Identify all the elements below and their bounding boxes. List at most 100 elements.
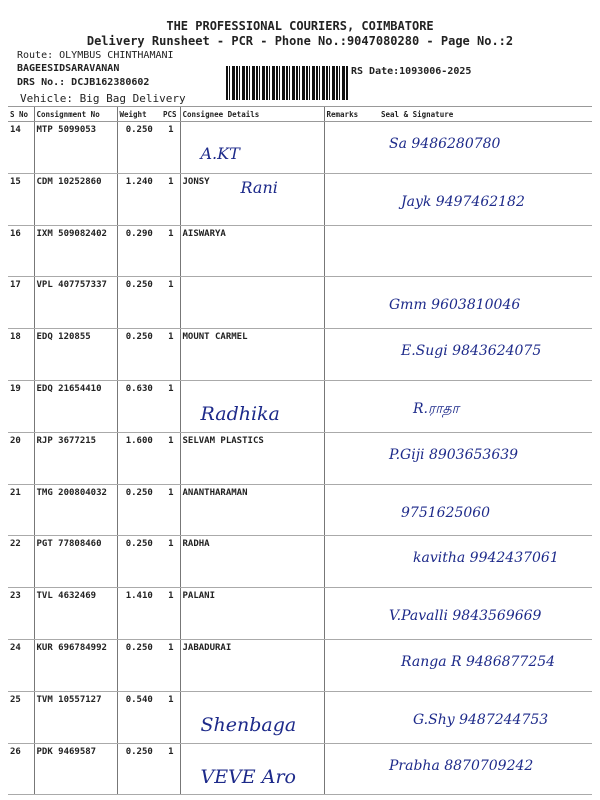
consignment-no: EDQ 120855	[33, 328, 117, 381]
handwritten-signature: 9751625060	[401, 504, 491, 521]
table-header: S No Consignment No Weight PCS Consignee…	[8, 106, 592, 122]
consignment-no: IXM 509082402	[33, 225, 117, 278]
table-row: 19 EDQ 21654410 0.630 1 Radhika R.ராதா	[8, 380, 592, 433]
sno: 24	[8, 639, 34, 692]
weight: 1.410	[116, 587, 161, 640]
executive: BAGEESIDSARAVANAN	[17, 63, 120, 74]
weight: 0.250	[116, 535, 161, 589]
consignee-name: ANANTHARAMAN	[182, 487, 248, 498]
sno: 22	[8, 535, 34, 589]
drs-number: DRS No.: DCJB162380602	[17, 77, 150, 88]
consignment-no: CDM 10252860	[33, 173, 117, 226]
handwritten-name: Rani	[240, 177, 278, 197]
barcode	[226, 66, 348, 100]
pcs: 1	[161, 328, 180, 381]
consignment-no: VPL 407757337	[33, 276, 117, 330]
consignee-name: JONSY	[182, 176, 210, 187]
sno: 15	[8, 173, 34, 226]
table-row: 15 CDM 10252860 1.240 1 JONSY Rani Jayk 9…	[8, 173, 592, 226]
pcs: 1	[161, 173, 180, 226]
handwritten-signature: V.Pavalli 9843569669	[389, 608, 542, 625]
weight: 0.250	[116, 743, 161, 796]
pcs: 1	[161, 380, 180, 433]
weight: 0.250	[116, 484, 161, 537]
consignee: ANANTHARAMAN	[179, 484, 324, 537]
table-row: 16 IXM 509082402 0.290 1 AISWARYA	[8, 225, 592, 278]
col-consignee: Consignee Details	[179, 106, 324, 122]
col-seal: Seal & Signature	[369, 106, 592, 122]
pcs: 1	[161, 432, 180, 485]
pcs: 1	[161, 535, 180, 589]
seal-signature: Jayk 9497462182	[369, 173, 592, 226]
consignee: MOUNT CARMEL	[179, 328, 324, 381]
handwritten-signature: P.Giji 8903653639	[389, 446, 519, 463]
consignee-name: PALANI	[182, 591, 216, 602]
handwritten-signature: E.Sugi 9843624075	[401, 343, 542, 360]
col-weight: Weight	[116, 106, 161, 122]
remarks	[323, 432, 369, 485]
route: Route: OLYMBUS CHINTHAMANI	[17, 50, 174, 61]
handwritten-name: Radhika	[200, 402, 280, 425]
table-row: 18 EDQ 120855 0.250 1 MOUNT CARMEL E.Sug…	[8, 328, 592, 381]
weight: 1.240	[116, 173, 161, 226]
consignee: PALANI	[179, 587, 324, 640]
seal-signature: Ranga R 9486877254	[369, 639, 592, 692]
consignment-no: EDQ 21654410	[33, 380, 117, 433]
seal-signature: Gmm 9603810046	[369, 276, 592, 330]
runsheet-table: S No Consignment No Weight PCS Consignee…	[8, 106, 592, 796]
col-sno: S No	[8, 106, 34, 122]
weight: 0.290	[116, 225, 161, 278]
handwritten-signature: R.ராதா	[413, 400, 459, 417]
consignee: AISWARYA	[179, 225, 324, 278]
table-row: 20 RJP 3677215 1.600 1 SELVAM PLASTICS P…	[8, 432, 592, 485]
consignee: Shenbaga	[179, 691, 324, 744]
weight: 0.250	[116, 328, 161, 381]
sno: 26	[8, 743, 34, 796]
consignment-no: TVL 4632469	[33, 587, 117, 640]
handwritten-name: Shenbaga	[200, 713, 297, 736]
table-row: 26 PDK 9469587 0.250 1 VEVE Aro Prabha 8…	[8, 743, 592, 796]
consignment-no: TMG 200804032	[33, 484, 117, 537]
table-row: 23 TVL 4632469 1.410 1 PALANI V.Pavalli …	[8, 587, 592, 640]
weight: 0.250	[116, 276, 161, 330]
seal-signature: Prabha 8870709242	[369, 743, 592, 796]
consignment-no: MTP 5099053	[33, 121, 117, 174]
table-row: 22 PGT 77808460 0.250 1 RADHA kavitha 99…	[8, 535, 592, 589]
consignment-no: KUR 696784992	[33, 639, 117, 692]
seal-signature	[369, 225, 592, 278]
sno: 25	[8, 691, 34, 744]
table-row: 25 TVM 10557127 0.540 1 Shenbaga G.Shy 9…	[8, 691, 592, 744]
consignee-name: MOUNT CARMEL	[182, 332, 248, 343]
handwritten-signature: Gmm 9603810046	[389, 297, 521, 314]
remarks	[323, 484, 369, 537]
table-row: 14 MTP 5099053 0.250 1 A.KT Sa 948628078…	[8, 121, 592, 174]
handwritten-signature: Sa 9486280780	[389, 136, 501, 152]
pcs: 1	[161, 639, 180, 692]
weight: 0.250	[116, 121, 161, 174]
consignee: A.KT	[179, 121, 324, 174]
seal-signature: P.Giji 8903653639	[369, 432, 592, 485]
remarks	[323, 587, 369, 640]
remarks	[323, 535, 369, 589]
remarks	[323, 328, 369, 381]
weight: 1.600	[116, 432, 161, 485]
consignee: RADHA	[179, 535, 324, 589]
col-pcs: PCS	[161, 106, 180, 122]
sno: 21	[8, 484, 34, 537]
seal-signature: R.ராதா	[369, 380, 592, 433]
consignment-no: PDK 9469587	[33, 743, 117, 796]
sno: 17	[8, 276, 34, 330]
sno: 19	[8, 380, 34, 433]
document-subtitle: Delivery Runsheet - PCR - Phone No.:9047…	[86, 34, 514, 48]
handwritten-name: VEVE Aro	[200, 765, 296, 788]
remarks	[323, 639, 369, 692]
consignee-name: RADHA	[182, 539, 210, 550]
pcs: 1	[161, 225, 180, 278]
pcs: 1	[161, 121, 180, 174]
handwritten-signature: Prabha 8870709242	[389, 757, 534, 774]
consignee: VEVE Aro	[179, 743, 324, 796]
weight: 0.630	[116, 380, 161, 433]
consignee-name: SELVAM PLASTICS	[182, 435, 264, 446]
consignment-no: RJP 3677215	[33, 432, 117, 485]
consignee-name: JABADURAI	[182, 642, 232, 653]
